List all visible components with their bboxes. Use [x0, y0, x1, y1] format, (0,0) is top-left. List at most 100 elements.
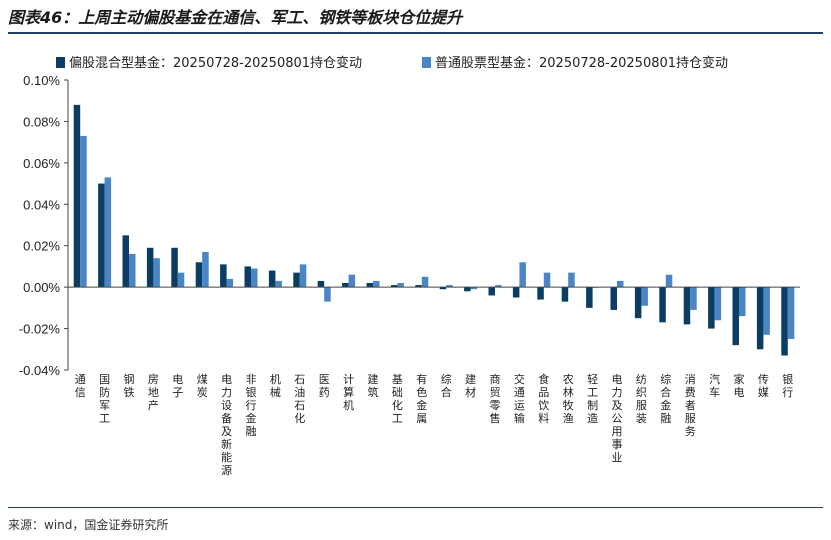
bar-series2 — [690, 287, 697, 310]
bar-series2 — [275, 281, 282, 287]
y-tick-label: -0.02% — [19, 322, 61, 337]
bar-series2 — [105, 177, 112, 287]
x-category-label: 电力设备及新能源 — [221, 373, 232, 477]
bar-series1 — [269, 271, 276, 288]
bar-series1 — [367, 283, 374, 287]
x-category-label: 煤炭 — [197, 373, 208, 399]
bar-series2 — [544, 273, 551, 288]
x-category-label: 汽车 — [709, 372, 720, 399]
x-category-label: 银行 — [782, 372, 793, 399]
bar-series2 — [129, 254, 136, 287]
bar-series2 — [153, 258, 160, 287]
bar-series1 — [611, 287, 618, 310]
bar-series2 — [251, 269, 258, 288]
bar-series1 — [513, 287, 520, 297]
bar-series1 — [489, 287, 496, 295]
bar-series1 — [586, 287, 593, 308]
bar-series1 — [659, 287, 666, 322]
x-category-label: 医药 — [319, 373, 330, 399]
x-category-label: 轻工制造 — [587, 372, 598, 425]
bar-series2 — [422, 277, 429, 287]
bar-series1 — [708, 287, 715, 328]
bars — [74, 105, 795, 356]
x-category-label: 石油石化 — [294, 373, 305, 425]
bar-series1 — [635, 287, 642, 318]
bar-series1 — [562, 287, 569, 302]
bar-series1 — [342, 283, 349, 287]
bar-series1 — [757, 287, 764, 349]
x-category-label: 商贸零售 — [490, 372, 501, 425]
bar-series1 — [147, 248, 154, 287]
x-category-label: 建材 — [465, 372, 476, 399]
x-category-label: 有色金属 — [416, 372, 427, 425]
bar-series2 — [349, 275, 356, 287]
bar-series1 — [684, 287, 691, 324]
x-category-label: 交通运输 — [514, 372, 525, 425]
legend-label-series1: 偏股混合型基金：20250728-20250801持仓变动 — [69, 55, 362, 71]
y-axis: 0.10% 0.08% 0.06% 0.04% 0.02% 0.00% -0.02% -0.0… — [19, 73, 68, 378]
bar-series1 — [293, 273, 300, 288]
bar-series1 — [781, 287, 788, 355]
x-category-label: 计算机 — [343, 373, 354, 412]
y-tick-label: 0.08% — [23, 114, 60, 129]
bar-series1 — [245, 266, 252, 287]
bar-series2 — [568, 273, 575, 288]
source-note: 来源：wind，国金证券研究所 — [8, 516, 168, 533]
x-category-label: 电子 — [172, 373, 183, 399]
bar-series2 — [202, 252, 209, 287]
x-category-label: 纺织服装 — [636, 372, 647, 425]
y-tick-label: 0.00% — [23, 280, 60, 295]
y-tick-label: 0.02% — [23, 239, 60, 254]
x-category-label: 通信 — [75, 373, 86, 399]
x-category-label: 电力及公用事业 — [612, 373, 623, 464]
y-tick-label: 0.04% — [23, 197, 60, 212]
bar-series1 — [98, 184, 105, 288]
x-category-label: 综合 — [441, 372, 452, 399]
bar-series2 — [617, 281, 624, 287]
bar-series2 — [788, 287, 795, 339]
y-tick-label: 0.06% — [23, 156, 60, 171]
bar-series2 — [763, 287, 770, 335]
bar-series2 — [227, 279, 234, 287]
bar-series2 — [373, 281, 380, 287]
x-category-label: 国防军工 — [99, 373, 110, 425]
bar-series1 — [318, 281, 325, 287]
x-category-label: 传媒 — [758, 373, 769, 399]
x-category-label: 房地产 — [148, 373, 159, 412]
bar-series1 — [733, 287, 740, 345]
bar-chart: 偏股混合型基金：20250728-20250801持仓变动 普通股票型基金：20… — [0, 0, 831, 510]
bar-series2 — [80, 136, 87, 287]
x-category-label: 非银行金融 — [246, 373, 257, 438]
bar-series2 — [324, 287, 331, 302]
bar-series1 — [196, 262, 203, 287]
x-category-label: 建筑 — [368, 372, 379, 399]
y-tick-label: 0.10% — [23, 73, 60, 88]
x-category-label: 家电 — [734, 372, 745, 399]
x-category-label: 钢铁 — [124, 373, 135, 399]
bar-series2 — [715, 287, 722, 320]
bar-series1 — [123, 235, 130, 287]
bar-series2 — [300, 264, 307, 287]
legend-swatch-series1 — [56, 57, 65, 68]
bar-series2 — [666, 275, 673, 287]
legend: 偏股混合型基金：20250728-20250801持仓变动 普通股票型基金：20… — [56, 55, 728, 71]
bar-series1 — [537, 287, 544, 299]
x-category-label: 食品饮料 — [538, 372, 549, 425]
bar-series2 — [739, 287, 746, 316]
bar-series1 — [220, 264, 227, 287]
x-category-label: 综合金融 — [660, 372, 671, 425]
legend-label-series2: 普通股票型基金：20250728-20250801持仓变动 — [435, 55, 728, 71]
bar-series2 — [397, 283, 404, 287]
x-category-label: 机械 — [270, 372, 281, 399]
footer-rule — [8, 507, 823, 508]
legend-swatch-series2 — [422, 57, 431, 68]
bar-series1 — [74, 105, 81, 287]
bar-series2 — [641, 287, 648, 306]
bar-series2 — [519, 262, 526, 287]
bar-series1 — [464, 287, 471, 291]
y-tick-label: -0.04% — [19, 363, 61, 378]
x-category-label: 消费者服务 — [685, 372, 696, 438]
bar-series2 — [178, 273, 185, 288]
x-category-label: 农林牧渔 — [563, 372, 574, 425]
bar-series1 — [171, 248, 178, 287]
